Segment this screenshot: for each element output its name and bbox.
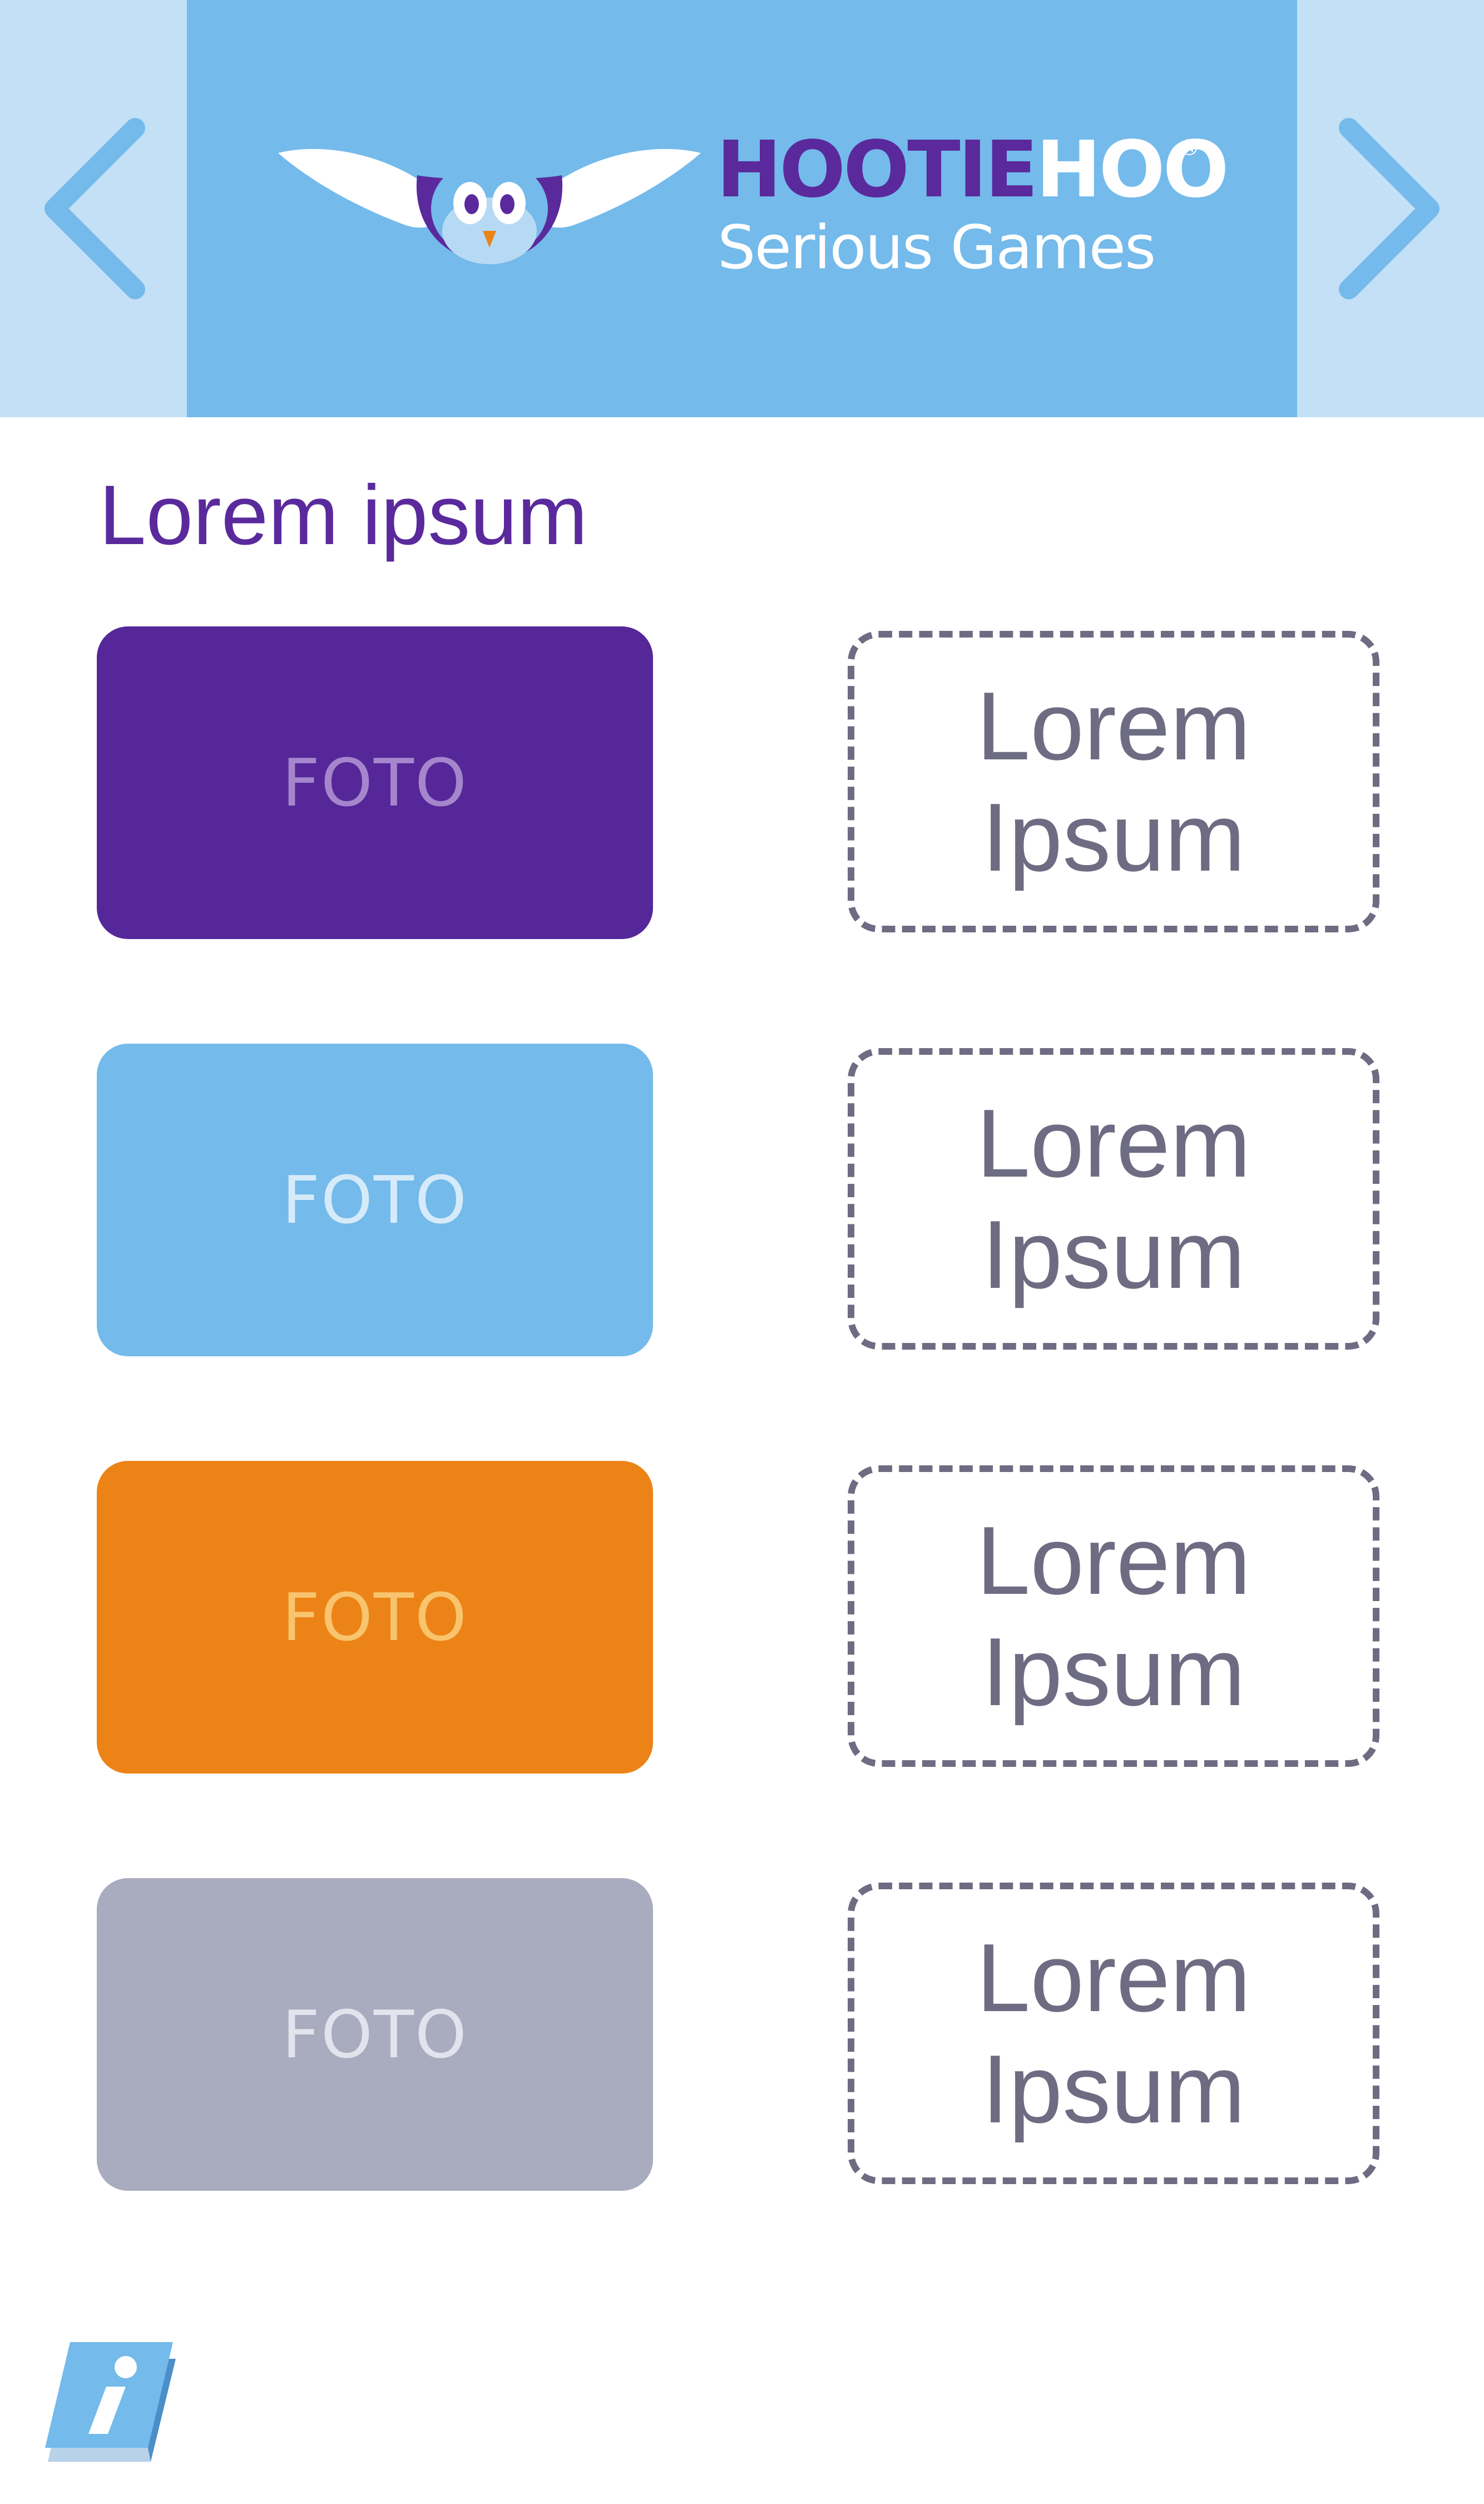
text-card-line2: Ipsum — [982, 2034, 1245, 2143]
text-card-line2: Ipsum — [982, 1617, 1245, 1726]
text-card-line1: Lorem — [976, 671, 1251, 780]
text-card-1[interactable]: Lorem Ipsum — [848, 631, 1379, 932]
text-card-2[interactable]: Lorem Ipsum — [848, 1048, 1379, 1350]
header-bar: HOOTIEHOO ® Serious Games — [0, 0, 1484, 417]
chevron-left-icon — [44, 118, 145, 299]
brand-name-part2: HOO — [1036, 125, 1229, 215]
text-card-3[interactable]: Lorem Ipsum — [848, 1465, 1379, 1767]
photo-card-1[interactable]: FOTO — [97, 626, 653, 939]
next-button[interactable] — [1335, 111, 1446, 306]
text-card-line1: Lorem — [976, 1923, 1251, 2032]
photo-label: FOTO — [282, 1996, 468, 2073]
info-book-icon[interactable] — [37, 2337, 182, 2468]
photo-card-4[interactable]: FOTO — [97, 1878, 653, 2191]
brand-name-part1: HOOTIE — [716, 125, 1038, 215]
photo-card-2[interactable]: FOTO — [97, 1044, 653, 1356]
owl-logo — [278, 142, 701, 270]
photo-card-3[interactable]: FOTO — [97, 1461, 653, 1774]
page-title: Lorem ipsum — [99, 468, 588, 562]
text-card-line1: Lorem — [976, 1089, 1251, 1197]
chevron-right-icon — [1339, 118, 1440, 299]
text-card-4[interactable]: Lorem Ipsum — [848, 1883, 1379, 2184]
brand-name: HOOTIEHOO — [716, 131, 1229, 209]
text-card-line2: Ipsum — [982, 783, 1245, 891]
text-card-line2: Ipsum — [982, 1200, 1245, 1308]
photo-label: FOTO — [282, 744, 468, 821]
photo-label: FOTO — [282, 1579, 468, 1656]
registered-mark: ® — [1178, 135, 1200, 161]
previous-button[interactable] — [38, 111, 149, 306]
text-card-line1: Lorem — [976, 1506, 1251, 1614]
photo-label: FOTO — [282, 1162, 468, 1238]
brand-subtitle: Serious Games — [718, 213, 1156, 283]
